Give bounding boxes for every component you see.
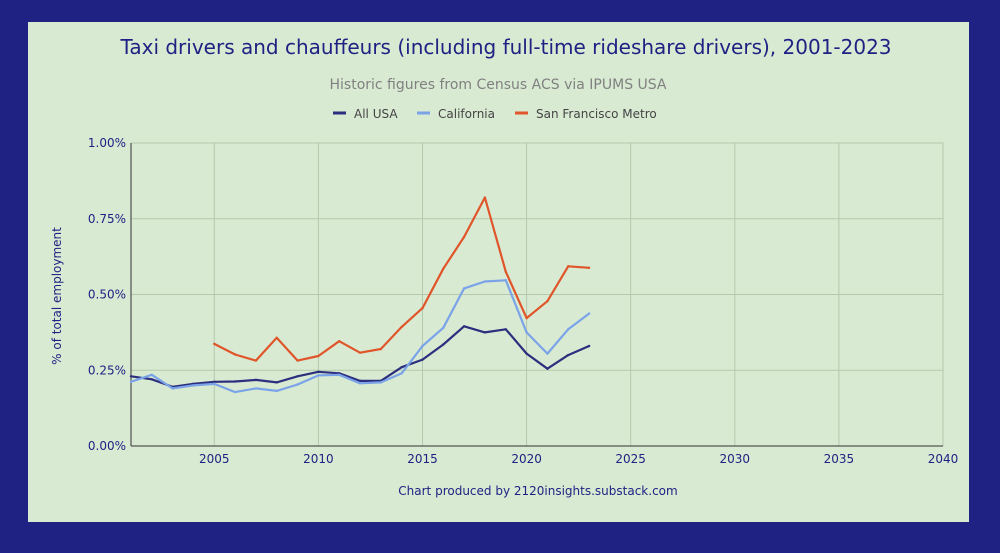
- chart-title: Taxi drivers and chauffeurs (including f…: [119, 35, 891, 59]
- legend: All USA California San Francisco Metro: [333, 107, 657, 121]
- series: [129, 196, 591, 394]
- data-point-california: [254, 387, 258, 390]
- data-point-all-usa: [275, 381, 278, 384]
- data-point-all-usa: [442, 343, 445, 346]
- x-tick-label: 2005: [199, 452, 230, 466]
- data-point-california: [379, 381, 383, 384]
- data-point-california: [421, 344, 424, 348]
- data-point-san-francisco-metro: [275, 336, 278, 340]
- data-point-san-francisco-metro: [483, 196, 487, 199]
- x-tick-label: 2040: [928, 452, 959, 466]
- chart-panel: Taxi drivers and chauffeurs (including f…: [28, 22, 969, 522]
- y-tick-label: 0.25%: [88, 363, 126, 377]
- x-ticks: 2005 2010 2015 2020 2025 2030 2035 2040: [199, 452, 958, 466]
- data-point-san-francisco-metro: [462, 235, 466, 239]
- data-point-all-usa: [150, 378, 154, 381]
- data-point-all-usa: [317, 370, 320, 373]
- data-point-san-francisco-metro: [213, 342, 216, 346]
- x-tick-label: 2030: [720, 452, 751, 466]
- series-line-california: [129, 279, 591, 394]
- data-point-san-francisco-metro: [567, 265, 570, 268]
- data-point-california: [233, 390, 237, 394]
- data-point-california: [546, 352, 549, 355]
- data-point-all-usa: [213, 380, 216, 383]
- data-point-san-francisco-metro: [358, 351, 362, 354]
- data-point-san-francisco-metro: [379, 347, 383, 351]
- x-tick-label: 2010: [303, 452, 334, 466]
- data-point-california: [338, 373, 341, 376]
- data-point-all-usa: [483, 331, 487, 334]
- data-point-san-francisco-metro: [504, 270, 507, 273]
- series-line-all-usa: [129, 325, 591, 388]
- y-axis-label: % of total employment: [50, 227, 64, 365]
- data-point-california: [442, 326, 445, 330]
- data-point-california: [462, 287, 466, 290]
- chart-footer: Chart produced by 2120insights.substack.…: [398, 484, 677, 498]
- data-point-california: [358, 382, 362, 385]
- data-point-all-usa: [358, 379, 362, 383]
- data-point-all-usa: [129, 375, 133, 378]
- data-point-all-usa: [400, 366, 403, 369]
- legend-label-all-usa: All USA: [354, 107, 398, 121]
- data-point-san-francisco-metro: [442, 267, 445, 270]
- y-tick-label: 0.75%: [88, 212, 126, 226]
- data-point-california: [587, 312, 591, 315]
- data-point-all-usa: [462, 325, 466, 328]
- data-point-all-usa: [504, 328, 507, 331]
- y-tick-label: 0.50%: [88, 288, 126, 302]
- data-point-california: [129, 380, 133, 383]
- x-tick-label: 2035: [824, 452, 855, 466]
- data-point-california: [171, 387, 174, 390]
- data-point-california: [296, 383, 299, 386]
- data-point-all-usa: [233, 380, 237, 383]
- data-point-california: [567, 328, 570, 331]
- chart: Taxi drivers and chauffeurs (including f…: [50, 35, 958, 498]
- legend-label-sf-metro: San Francisco Metro: [536, 107, 657, 121]
- data-point-california: [213, 382, 216, 386]
- y-tick-label: 1.00%: [88, 136, 126, 150]
- x-tick-label: 2025: [615, 452, 646, 466]
- data-point-san-francisco-metro: [546, 299, 549, 303]
- data-point-california: [192, 384, 195, 387]
- data-point-california: [483, 280, 487, 283]
- data-point-san-francisco-metro: [400, 325, 403, 329]
- data-point-california: [150, 373, 154, 376]
- data-point-san-francisco-metro: [233, 353, 237, 356]
- data-point-all-usa: [546, 367, 549, 370]
- legend-label-california: California: [438, 107, 495, 121]
- data-point-san-francisco-metro: [587, 266, 591, 270]
- data-point-all-usa: [567, 353, 570, 357]
- y-tick-label: 0.00%: [88, 439, 126, 453]
- data-point-san-francisco-metro: [421, 306, 424, 310]
- data-point-california: [400, 372, 403, 375]
- x-tick-label: 2015: [407, 452, 438, 466]
- data-point-california: [317, 374, 320, 377]
- grid: [131, 142, 944, 446]
- data-point-all-usa: [587, 344, 591, 348]
- y-ticks: 0.00% 0.25% 0.50% 0.75% 1.00%: [88, 136, 126, 453]
- series-line-san-francisco-metro: [213, 196, 591, 362]
- data-point-california: [525, 331, 528, 334]
- data-point-california: [275, 389, 278, 393]
- data-point-san-francisco-metro: [338, 339, 341, 343]
- data-point-san-francisco-metro: [525, 316, 528, 320]
- data-point-all-usa: [254, 378, 258, 382]
- data-point-san-francisco-metro: [317, 354, 320, 358]
- data-point-all-usa: [525, 352, 528, 355]
- data-point-california: [504, 279, 507, 282]
- data-point-all-usa: [421, 358, 424, 361]
- x-tick-label: 2020: [511, 452, 542, 466]
- chart-subtitle: Historic figures from Census ACS via IPU…: [330, 77, 667, 93]
- data-point-san-francisco-metro: [254, 359, 258, 362]
- data-point-all-usa: [296, 375, 299, 378]
- data-point-san-francisco-metro: [296, 359, 299, 362]
- axes: [130, 143, 943, 447]
